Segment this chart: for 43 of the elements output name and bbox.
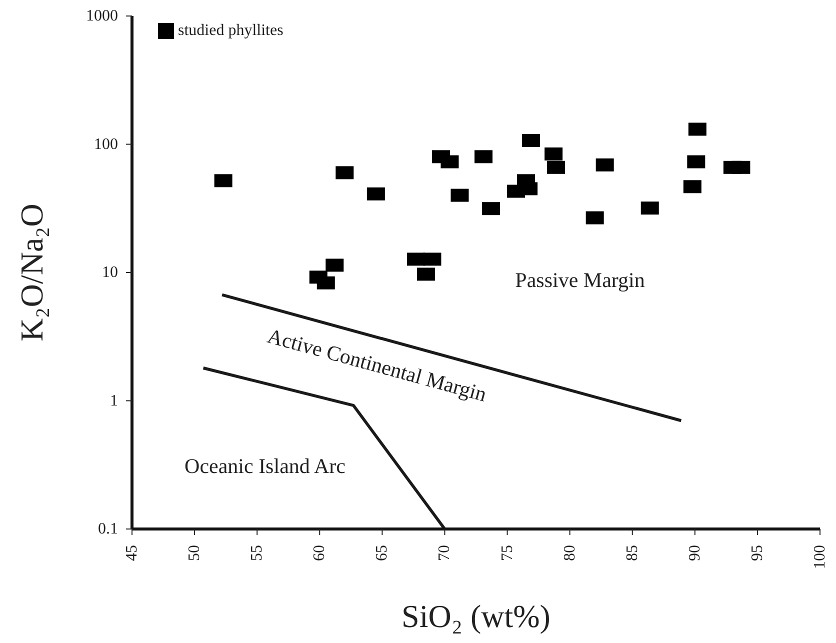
point xyxy=(214,174,232,188)
point xyxy=(683,180,702,194)
point xyxy=(507,184,526,198)
point xyxy=(366,187,385,200)
point xyxy=(586,211,604,224)
y-tick-label: 0.1 xyxy=(98,520,118,538)
point xyxy=(522,134,540,147)
y-axis-title: K₂O/Na₂O xyxy=(13,204,50,342)
point xyxy=(640,202,659,215)
point xyxy=(544,147,563,160)
point xyxy=(336,166,354,180)
x-tick-label: 75 xyxy=(498,545,516,561)
point xyxy=(450,188,469,202)
annotation: Oceanic Island Arc xyxy=(184,454,346,478)
x-tick-label: 55 xyxy=(248,545,266,561)
x-tick-label: 70 xyxy=(436,545,454,561)
point xyxy=(687,155,706,168)
x-tick-label: 80 xyxy=(561,545,578,561)
y-tick-label: 10 xyxy=(102,264,118,281)
legend-label: studied phyllites xyxy=(178,22,284,39)
point xyxy=(474,150,493,164)
point xyxy=(596,158,614,172)
point xyxy=(688,122,706,136)
x-tick-label: 100 xyxy=(812,545,828,569)
x-tick-label: 60 xyxy=(311,545,328,561)
point xyxy=(482,202,500,216)
x-tick-label: 65 xyxy=(374,545,391,561)
x-axis-title: SiO₂ (wt%) xyxy=(402,598,550,634)
point xyxy=(423,252,442,266)
point xyxy=(416,268,435,281)
x-tick-label: 95 xyxy=(748,545,766,561)
y-tick-label: 1 xyxy=(110,392,118,410)
x-tick-label: 85 xyxy=(624,545,641,561)
y-tick-label: 100 xyxy=(94,136,118,153)
point xyxy=(440,155,459,168)
x-tick-label: 50 xyxy=(186,545,204,561)
x-tick-label: 45 xyxy=(124,545,140,561)
point xyxy=(732,160,750,174)
point xyxy=(547,160,566,174)
x-tick-label: 90 xyxy=(686,545,704,561)
y-tick-label: 1000 xyxy=(86,8,118,24)
annotation: Passive Margin xyxy=(515,268,646,292)
point xyxy=(326,258,344,272)
